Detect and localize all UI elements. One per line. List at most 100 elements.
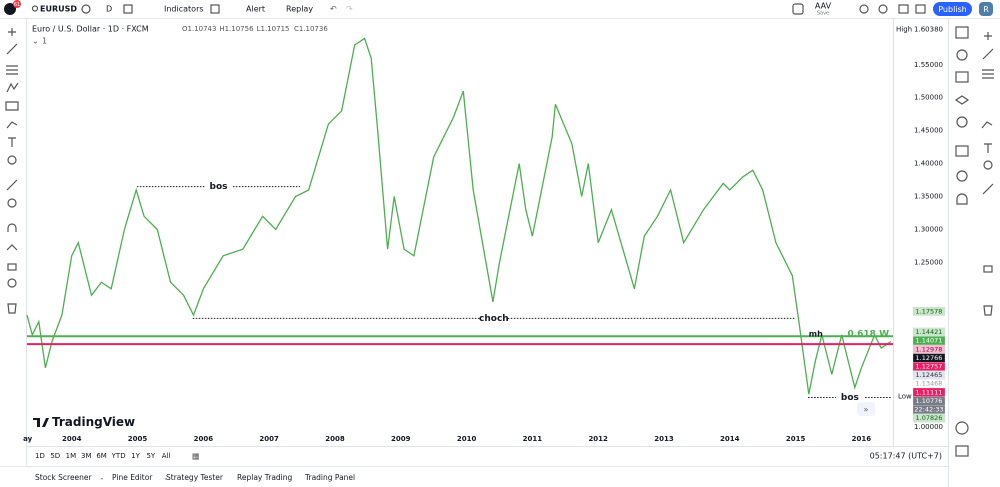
- panel-tab[interactable]: Strategy Tester: [166, 473, 224, 482]
- fib-tool[interactable]: [6, 65, 18, 75]
- range-button[interactable]: 1M: [66, 452, 77, 460]
- x-tick-label: ay: [23, 435, 33, 443]
- annotation-mark: mh: [809, 330, 823, 339]
- x-tick-label: 2010: [457, 435, 477, 443]
- annotation-bg: [204, 181, 233, 192]
- panel-tab[interactable]: Stock Screener: [35, 473, 93, 482]
- tab-caret[interactable]: ⌄: [99, 475, 104, 482]
- price-tag: [912, 306, 946, 316]
- snapshot-icon[interactable]: [915, 4, 926, 14]
- range-button[interactable]: 1D: [35, 452, 45, 460]
- symbol[interactable]: EURUSD: [40, 5, 77, 14]
- trendline-tool[interactable]: [6, 43, 18, 55]
- level-label: 0.618 W: [847, 330, 889, 340]
- price-tag-label: 1.17578: [916, 307, 943, 315]
- text-tool[interactable]: [8, 137, 16, 147]
- logo-mark: [33, 418, 49, 427]
- logo-button[interactable]: [4, 3, 16, 15]
- badge: [13, 0, 21, 8]
- projection-tool[interactable]: [5, 101, 19, 111]
- legend-toggle[interactable]: ⌄: [32, 37, 39, 46]
- annotation-label: bos: [210, 182, 228, 192]
- scroll-button[interactable]: [857, 402, 875, 416]
- measure-tool[interactable]: [982, 183, 994, 195]
- lock-draw-tool[interactable]: [6, 244, 18, 251]
- search-icon[interactable]: [859, 4, 869, 14]
- range-button[interactable]: 1Y: [131, 452, 140, 460]
- ohlc-value: H1.10756: [219, 25, 254, 33]
- price-tag-label: 1.12465: [916, 371, 943, 379]
- crosshair-tool[interactable]: [8, 28, 16, 36]
- fib-tool[interactable]: [982, 69, 994, 79]
- avatar[interactable]: [979, 2, 993, 16]
- data-icon[interactable]: [955, 71, 969, 83]
- templates-icon[interactable]: [210, 4, 220, 14]
- calendar-icon[interactable]: [955, 145, 969, 157]
- redo[interactable]: ↷: [346, 5, 353, 14]
- chat-icon[interactable]: [956, 170, 968, 182]
- date-range-icon[interactable]: ▦: [192, 452, 200, 461]
- fullscreen-icon[interactable]: [898, 4, 909, 14]
- alert-button[interactable]: Alert: [246, 5, 265, 14]
- lock-tool[interactable]: [983, 265, 993, 273]
- visibility-tool[interactable]: [7, 278, 17, 288]
- watchlist-icon[interactable]: [955, 26, 969, 39]
- x-tick-label: 2008: [325, 435, 345, 443]
- candle-icon[interactable]: [123, 4, 133, 14]
- delete-tool[interactable]: [983, 305, 993, 316]
- layout-name[interactable]: AAV: [815, 2, 832, 11]
- indicators-button[interactable]: Indicators: [164, 5, 204, 14]
- trendline-tool[interactable]: [982, 48, 994, 60]
- search-icon: [31, 5, 39, 12]
- range-button[interactable]: 5Y: [146, 452, 155, 460]
- settings-icon[interactable]: [878, 4, 888, 14]
- lock-tool[interactable]: [7, 263, 17, 271]
- panel-tab[interactable]: Replay Trading: [237, 473, 293, 482]
- measure-tool[interactable]: [6, 179, 18, 191]
- notifications-icon[interactable]: [956, 193, 968, 205]
- delete-tool[interactable]: [7, 303, 17, 314]
- x-tick-label: 2006: [194, 435, 214, 443]
- replay-button[interactable]: Replay: [286, 5, 313, 14]
- brush-tool[interactable]: [981, 121, 993, 129]
- icon-tool[interactable]: [983, 160, 993, 170]
- price-tag-label: 1.13468: [916, 380, 943, 388]
- publish-button[interactable]: [933, 2, 972, 16]
- layers-icon[interactable]: [954, 95, 970, 105]
- crosshair-tool[interactable]: [984, 32, 992, 40]
- range-button[interactable]: 3M: [81, 452, 92, 460]
- brush-tool[interactable]: [6, 121, 18, 129]
- tab-caret[interactable]: ⌄: [163, 475, 168, 482]
- zoom-tool[interactable]: [7, 198, 17, 208]
- avatar-letter: R: [983, 5, 989, 14]
- hotlist-icon[interactable]: [955, 445, 969, 457]
- indicator-count: 1: [42, 37, 47, 46]
- x-tick-label: 2004: [62, 435, 82, 443]
- range-button[interactable]: 6M: [96, 452, 107, 460]
- price-tag-label: 1.14421: [916, 328, 943, 336]
- magnet-tool[interactable]: [7, 223, 17, 232]
- y-tick-label: 1.45000: [914, 127, 943, 135]
- pattern-tool[interactable]: [6, 82, 19, 93]
- interval[interactable]: D: [106, 5, 112, 14]
- range-button[interactable]: YTD: [111, 452, 126, 460]
- save-label[interactable]: Save: [817, 11, 829, 17]
- high-name: High: [896, 25, 912, 33]
- help-icon[interactable]: [955, 421, 969, 435]
- publish-label[interactable]: Publish: [938, 5, 967, 14]
- undo[interactable]: ↶: [329, 5, 337, 14]
- y-tick-label: 1.35000: [914, 193, 943, 201]
- text-tool[interactable]: [984, 143, 992, 153]
- layout-icon[interactable]: [792, 3, 804, 15]
- ideas-icon[interactable]: [956, 116, 968, 128]
- range-button[interactable]: 5D: [50, 452, 60, 460]
- range-button[interactable]: All: [162, 452, 171, 460]
- alerts-icon[interactable]: [956, 49, 968, 61]
- icon-tool[interactable]: [7, 155, 17, 165]
- panel-tab[interactable]: Pine Editor: [112, 473, 153, 482]
- scroll-icon[interactable]: »: [864, 405, 869, 414]
- panel-tab[interactable]: Trading Panel: [304, 473, 355, 482]
- y-tick-label: 1.55000: [914, 61, 943, 69]
- compare-icon[interactable]: [81, 4, 91, 14]
